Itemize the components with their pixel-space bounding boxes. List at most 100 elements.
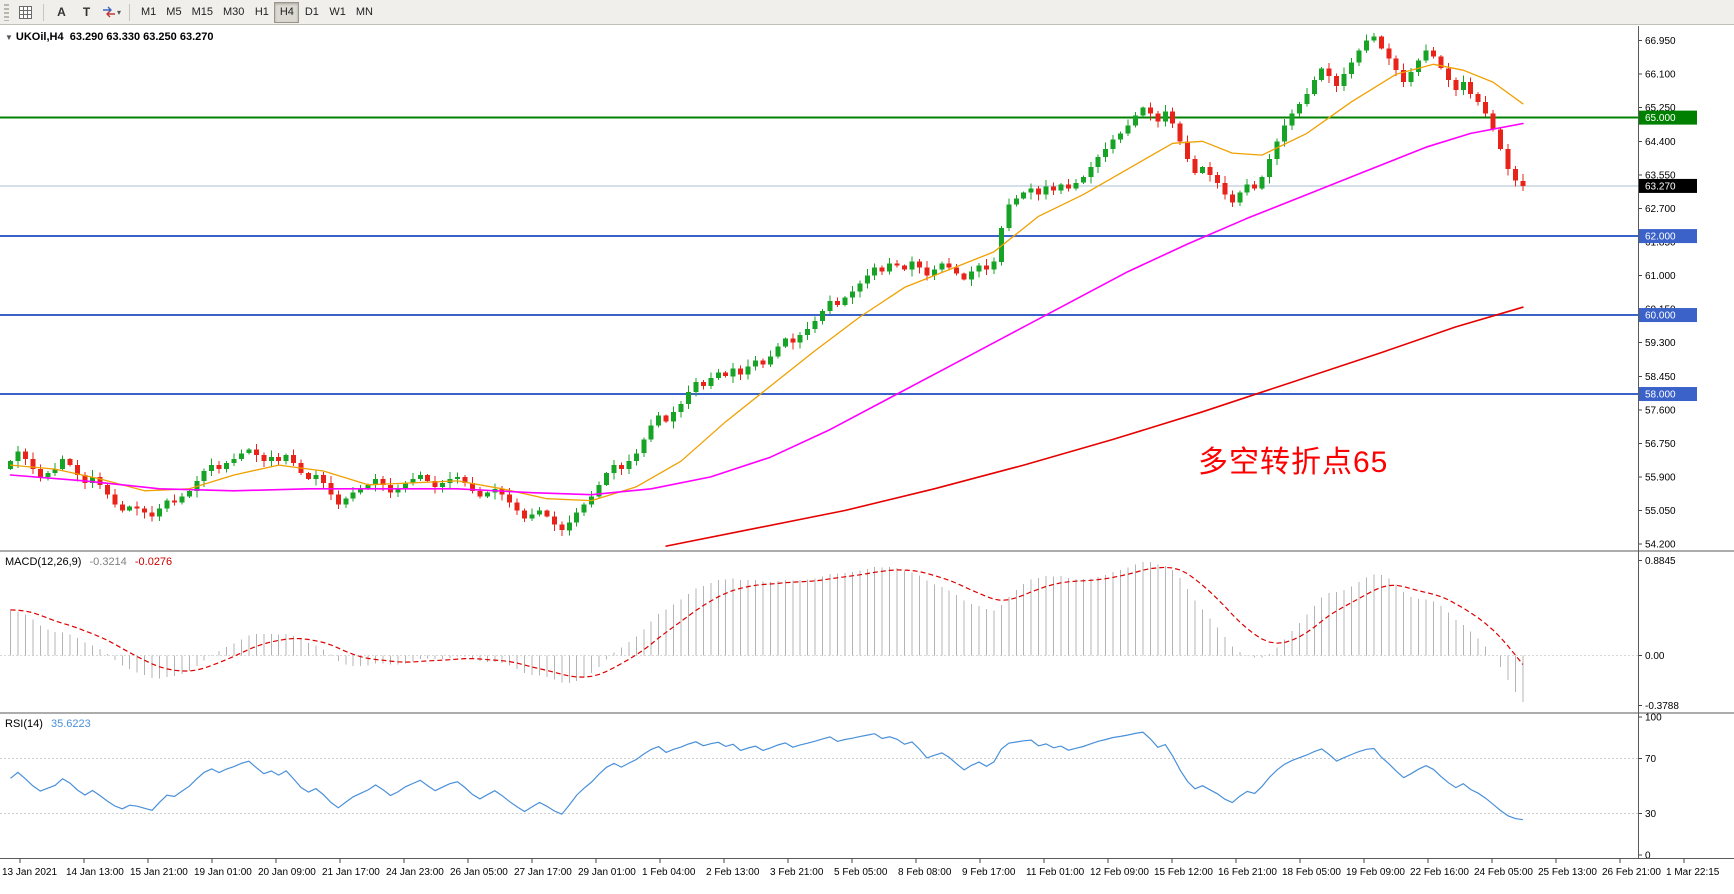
- svg-text:30: 30: [1645, 809, 1657, 820]
- svg-text:100: 100: [1645, 713, 1662, 724]
- svg-text:66.950: 66.950: [1645, 36, 1676, 47]
- timeframe-button-m1[interactable]: M1: [141, 6, 157, 18]
- macd-signal-value: -0.0276: [134, 556, 173, 568]
- svg-text:-0.3788: -0.3788: [1645, 701, 1679, 712]
- timeframe-button-mn[interactable]: MN: [355, 6, 373, 18]
- svg-text:54.200: 54.200: [1645, 540, 1676, 551]
- svg-text:0.8845: 0.8845: [1645, 556, 1676, 567]
- svg-text:60.000: 60.000: [1645, 311, 1676, 322]
- svg-text:13 Jan 2021: 13 Jan 2021: [2, 867, 57, 878]
- svg-text:0: 0: [1645, 851, 1651, 862]
- svg-text:11 Feb 01:00: 11 Feb 01:00: [1026, 867, 1085, 878]
- axis-price-tag: 62.000: [1639, 229, 1697, 244]
- svg-text:26 Jan 05:00: 26 Jan 05:00: [450, 867, 508, 878]
- svg-text:24 Feb 05:00: 24 Feb 05:00: [1474, 867, 1533, 878]
- letter-t-icon: T: [82, 5, 91, 19]
- rsi-line: [10, 731, 1523, 821]
- text-label-button[interactable]: T: [75, 2, 98, 23]
- svg-text:27 Jan 17:00: 27 Jan 17:00: [514, 867, 572, 878]
- svg-text:58.450: 58.450: [1645, 372, 1676, 383]
- toolbar-separator: [43, 3, 44, 21]
- svg-text:55.900: 55.900: [1645, 472, 1676, 483]
- timeframe-button-w1[interactable]: W1: [329, 6, 346, 18]
- chart-annotation: 多空转折点65: [1198, 446, 1389, 479]
- svg-text:56.750: 56.750: [1645, 439, 1676, 450]
- axis-price-tag: 58.000: [1639, 387, 1697, 402]
- letter-a-icon: A: [57, 5, 66, 19]
- svg-text:58.000: 58.000: [1645, 390, 1676, 401]
- svg-text:19 Jan 01:00: 19 Jan 01:00: [194, 867, 252, 878]
- horizontal-levels: [0, 116, 1638, 396]
- ma-mid-magenta: [9, 122, 1524, 496]
- timeframe-button-m5[interactable]: M5: [166, 6, 182, 18]
- ma-fast-orange: [9, 63, 1524, 502]
- axis-price-tag: 60.000: [1639, 308, 1697, 323]
- axis-price-tag: 63.270: [1639, 178, 1697, 193]
- line-studies-button[interactable]: ▾: [100, 2, 123, 23]
- symbol-label: UKOil,H4: [15, 31, 64, 43]
- main-toolbar: A T ▾ M1 M5 M15 M30 H1 H4 D1 W1 MN: [0, 0, 1734, 25]
- macd-signal-line: [10, 566, 1524, 678]
- timeframe-button-h4[interactable]: H4: [274, 1, 300, 23]
- svg-text:1 Mar 22:15: 1 Mar 22:15: [1666, 867, 1720, 878]
- svg-text:29 Jan 01:00: 29 Jan 01:00: [578, 867, 636, 878]
- svg-text:19 Feb 09:00: 19 Feb 09:00: [1346, 867, 1405, 878]
- svg-text:61.000: 61.000: [1645, 271, 1676, 282]
- svg-text:24 Jan 23:00: 24 Jan 23:00: [386, 867, 444, 878]
- svg-text:5 Feb 05:00: 5 Feb 05:00: [834, 867, 888, 878]
- toolbar-drag-handle[interactable]: [4, 3, 9, 21]
- svg-text:65.000: 65.000: [1645, 113, 1676, 124]
- svg-text:2 Feb 13:00: 2 Feb 13:00: [706, 867, 760, 878]
- svg-text:16 Feb 21:00: 16 Feb 21:00: [1218, 867, 1277, 878]
- macd-axis[interactable]: 0.8845 0.00 -0.3788: [1638, 556, 1679, 712]
- macd-panel: [0, 561, 1638, 703]
- rsi-value: 35.6223: [50, 718, 91, 730]
- svg-text:62.700: 62.700: [1645, 204, 1676, 215]
- svg-text:59.300: 59.300: [1645, 338, 1676, 349]
- macd-name: MACD(12,26,9): [5, 556, 82, 568]
- svg-text:21 Jan 17:00: 21 Jan 17:00: [322, 867, 380, 878]
- rsi-indicator-label: RSI(14) 35.6223: [5, 718, 91, 730]
- chart-symbol-ohlc: ▼ UKOil,H4 63.290 63.330 63.250 63.270: [5, 31, 213, 43]
- svg-text:1 Feb 04:00: 1 Feb 04:00: [642, 867, 696, 878]
- timeframe-toolbar: M1 M5 M15 M30 H1 H4 D1 W1 MN: [136, 1, 378, 23]
- svg-text:64.400: 64.400: [1645, 137, 1676, 148]
- svg-text:18 Feb 05:00: 18 Feb 05:00: [1282, 867, 1341, 878]
- svg-text:57.600: 57.600: [1645, 405, 1676, 416]
- svg-text:0.00: 0.00: [1645, 651, 1665, 662]
- svg-text:3 Feb 21:00: 3 Feb 21:00: [770, 867, 824, 878]
- timeframe-button-m15[interactable]: M15: [191, 6, 213, 18]
- ma-slow-red: [665, 306, 1524, 547]
- ohlc-values: 63.290 63.330 63.250 63.270: [69, 31, 214, 43]
- svg-text:63.270: 63.270: [1645, 181, 1676, 192]
- svg-text:9 Feb 17:00: 9 Feb 17:00: [962, 867, 1016, 878]
- svg-text:26 Feb 21:00: 26 Feb 21:00: [1602, 867, 1661, 878]
- timeframe-button-d1[interactable]: D1: [304, 6, 319, 18]
- timeframe-button-h1[interactable]: H1: [254, 6, 269, 18]
- svg-text:63.550: 63.550: [1645, 170, 1676, 181]
- axis-price-tag: 65.000: [1639, 110, 1697, 125]
- timeframe-button-m30[interactable]: M30: [222, 6, 245, 18]
- svg-text:22 Feb 16:00: 22 Feb 16:00: [1410, 867, 1469, 878]
- svg-text:25 Feb 13:00: 25 Feb 13:00: [1538, 867, 1597, 878]
- svg-text:70: 70: [1645, 754, 1657, 765]
- text-annotation-button[interactable]: A: [50, 2, 73, 23]
- dropdown-caret-icon: ▾: [116, 7, 121, 17]
- rsi-axis[interactable]: 100 70 30 0: [1638, 713, 1662, 862]
- arrows-icon: [102, 6, 115, 18]
- svg-text:62.000: 62.000: [1645, 232, 1676, 243]
- svg-text:8 Feb 08:00: 8 Feb 08:00: [898, 867, 952, 878]
- macd-main-value: -0.3214: [89, 556, 127, 568]
- chart-grid-button[interactable]: [14, 2, 37, 23]
- time-axis[interactable]: 13 Jan 2021 14 Jan 13:00 15 Jan 21:00 19 Ja…: [2, 859, 1720, 878]
- svg-text:65.250: 65.250: [1645, 103, 1676, 114]
- svg-text:55.050: 55.050: [1645, 506, 1676, 517]
- grid-icon: [19, 5, 32, 19]
- svg-text:14 Jan 13:00: 14 Jan 13:00: [66, 867, 124, 878]
- rsi-name: RSI(14): [5, 718, 43, 730]
- svg-text:66.100: 66.100: [1645, 70, 1676, 81]
- svg-text:20 Jan 09:00: 20 Jan 09:00: [258, 867, 316, 878]
- toolbar-separator: [129, 3, 130, 21]
- symbol-dropdown-icon[interactable]: ▼: [5, 33, 13, 42]
